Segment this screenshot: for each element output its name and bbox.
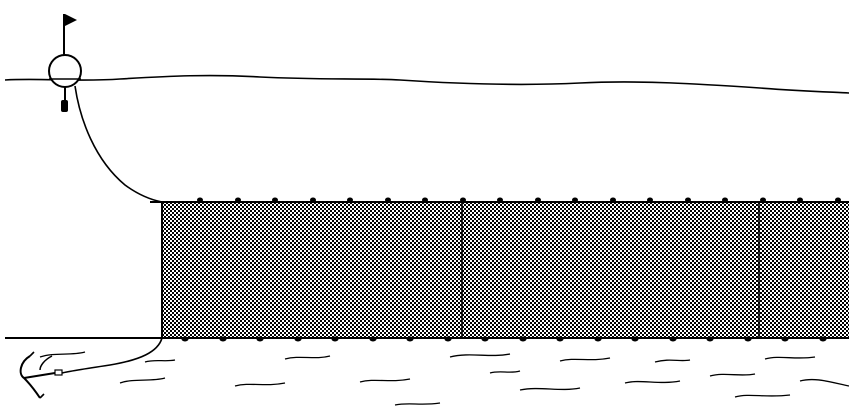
float	[760, 197, 766, 203]
float	[272, 197, 278, 203]
net-panel	[162, 202, 849, 337]
sinker	[781, 336, 789, 342]
float	[535, 197, 541, 203]
sinker	[631, 336, 639, 342]
float	[722, 197, 728, 203]
sinker	[819, 336, 827, 342]
sinker	[444, 336, 452, 342]
float	[610, 197, 616, 203]
sinker	[744, 336, 752, 342]
sinker	[519, 336, 527, 342]
sinker	[669, 336, 677, 342]
sinker	[481, 336, 489, 342]
float	[685, 197, 691, 203]
float	[422, 197, 428, 203]
seabed-lines	[39, 351, 849, 406]
sinker	[369, 336, 377, 342]
floats	[197, 197, 841, 203]
sinker	[706, 336, 714, 342]
float	[797, 197, 803, 203]
sinker	[331, 336, 339, 342]
float	[310, 197, 316, 203]
float	[235, 197, 241, 203]
float	[497, 197, 503, 203]
buoy-line	[74, 85, 163, 203]
float	[347, 197, 353, 203]
float	[835, 197, 841, 203]
sinker	[256, 336, 264, 342]
sinker	[181, 336, 189, 342]
float	[197, 197, 203, 203]
float	[385, 197, 391, 203]
sinker	[556, 336, 564, 342]
float	[647, 197, 653, 203]
sinker	[219, 336, 227, 342]
anchor-line	[61, 337, 163, 374]
buoy-with-flag-icon	[48, 14, 82, 112]
sinker	[594, 336, 602, 342]
sinkers	[181, 336, 827, 342]
sinker	[294, 336, 302, 342]
float	[572, 197, 578, 203]
anchor-icon	[19, 351, 63, 399]
float	[460, 197, 466, 203]
sinker	[406, 336, 414, 342]
water-surface-line	[4, 74, 849, 94]
